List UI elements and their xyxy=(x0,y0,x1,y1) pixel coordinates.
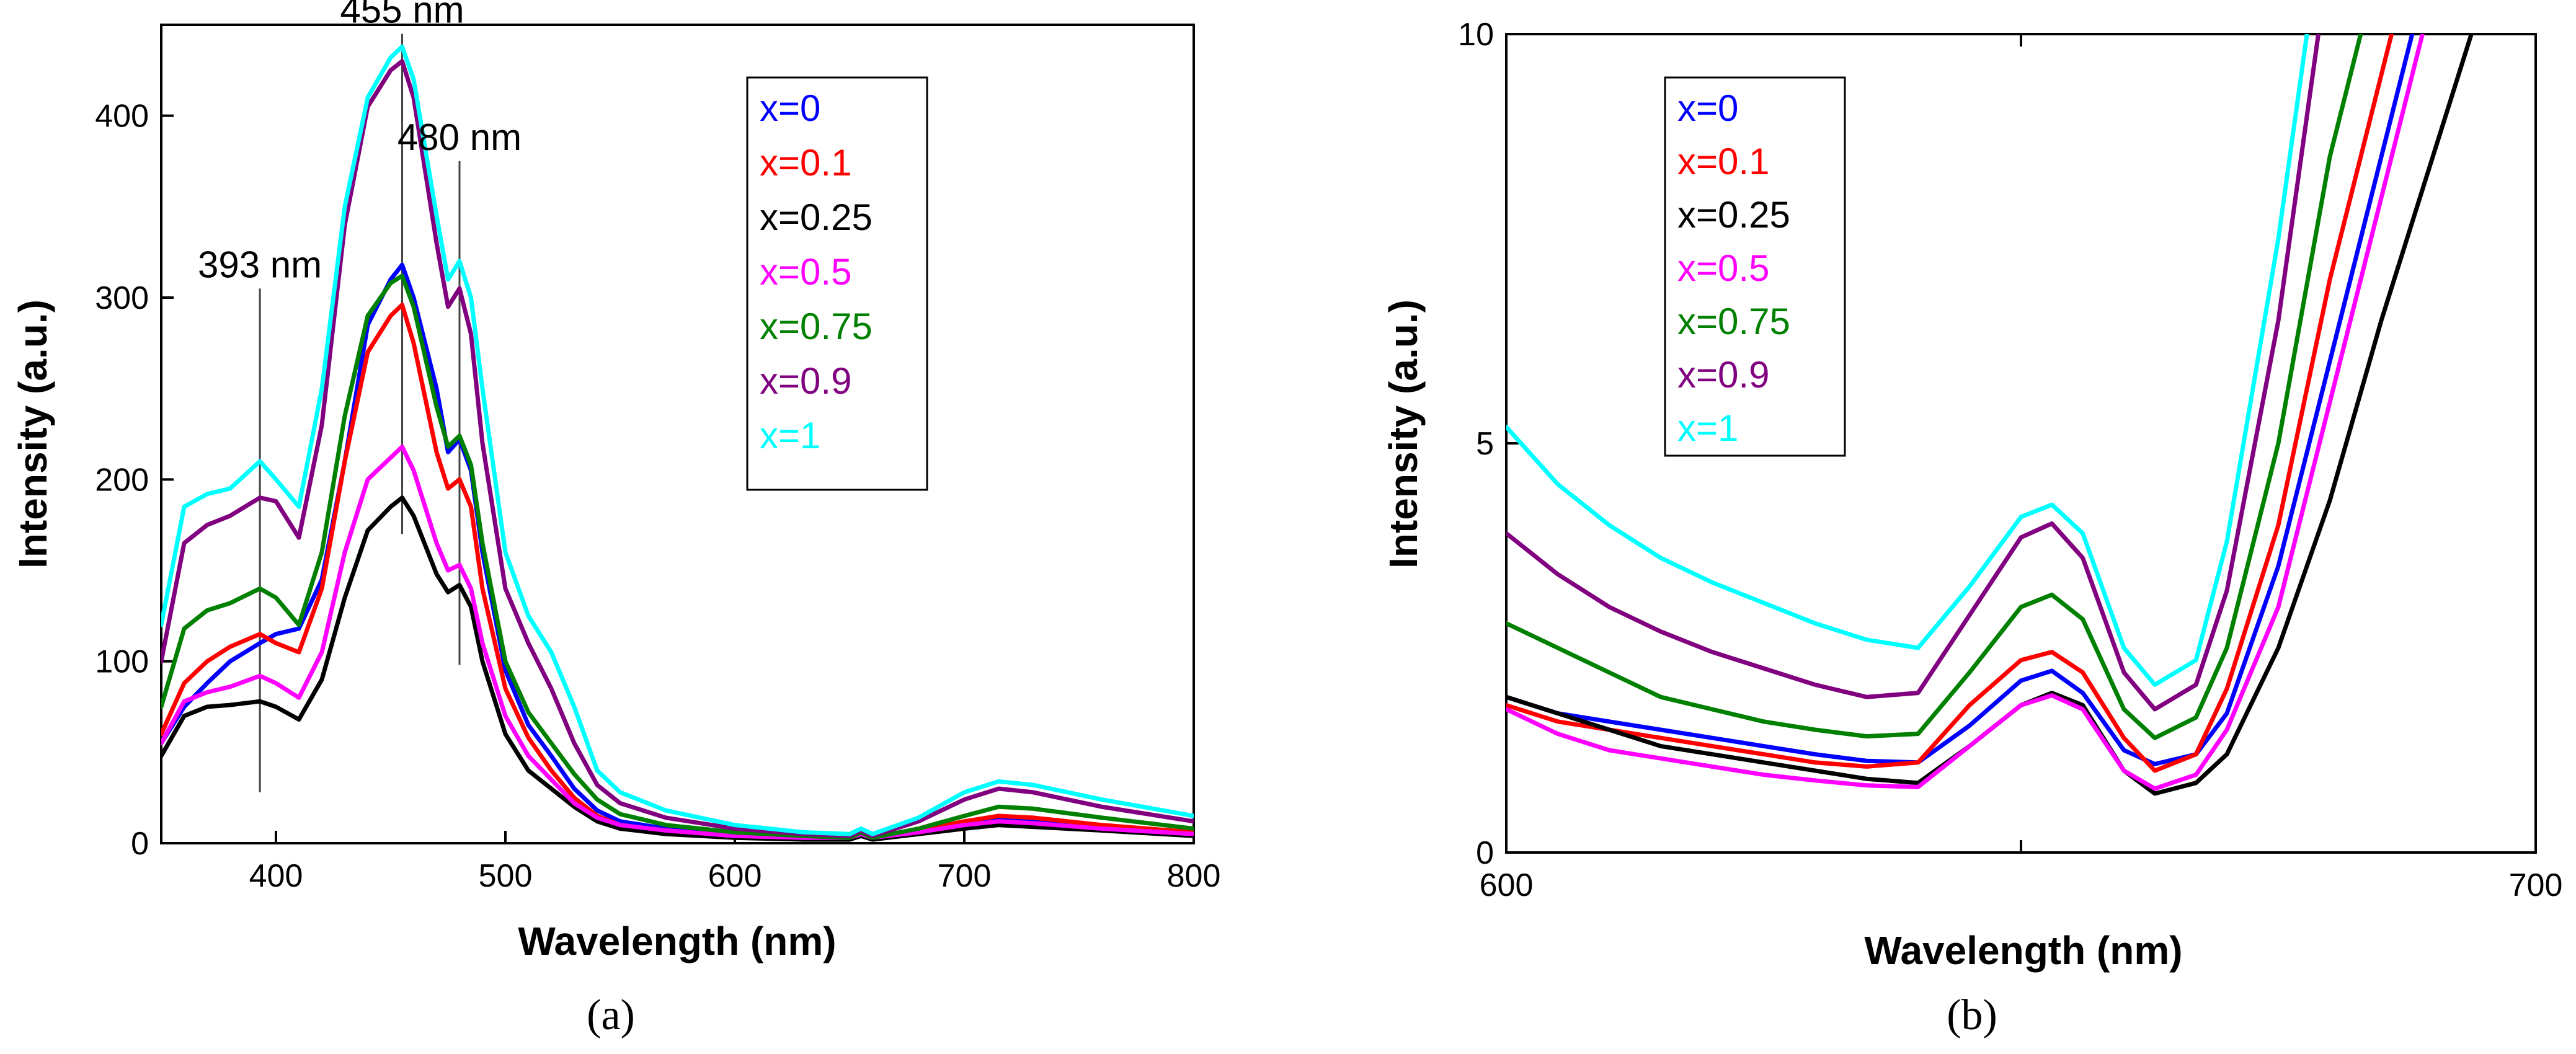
annotation-label: 393 nm xyxy=(198,244,322,285)
x-tick-label: 800 xyxy=(1167,858,1221,894)
y-tick-label: 300 xyxy=(95,280,149,316)
chart-b-legend: x=0 x=0.1 x=0.25 x=0.5 x=0.75 x=0.9 x=1 xyxy=(1677,87,1790,449)
series-line-x=0.5 xyxy=(1506,34,2425,791)
legend-entry: x=0.5 xyxy=(760,251,851,293)
chart-b-y-axis-title: Intensity (a.u.) xyxy=(1381,299,1426,569)
chart-a: 0 100 200 300 400 400 500 600 700 800 393 nm 455 … xyxy=(11,0,1220,1039)
legend-entry: x=0.9 xyxy=(760,360,851,402)
annotation-label: 480 nm xyxy=(398,117,522,158)
legend-entry: x=0.1 xyxy=(760,142,851,184)
series-line-x=0.25 xyxy=(1506,34,2474,796)
chart-a-x-ticks: 400 500 600 700 800 xyxy=(249,831,1221,894)
legend-entry: x=0.75 xyxy=(760,306,873,347)
series-line-x=0.75 xyxy=(161,273,1194,840)
y-tick-label: 400 xyxy=(95,99,149,135)
y-tick-label: 0 xyxy=(1476,835,1494,871)
legend-entry: x=0 xyxy=(1677,87,1738,129)
legend-entry: x=0.25 xyxy=(760,197,873,238)
chart-b-series-lines xyxy=(1506,34,2474,796)
y-tick-label: 200 xyxy=(95,462,149,498)
legend-entry: x=0.75 xyxy=(1677,301,1790,342)
chart-a-legend: x=0 x=0.1 x=0.25 x=0.5 x=0.75 x=0.9 x=1 xyxy=(760,87,873,456)
legend-entry: x=1 xyxy=(760,415,820,456)
series-line-x=1 xyxy=(161,44,1194,836)
chart-a-y-axis-title: Intensity (a.u.) xyxy=(11,299,55,569)
x-tick-label: 700 xyxy=(2509,867,2563,903)
x-tick-label: 400 xyxy=(249,858,303,894)
series-line-x=1 xyxy=(1506,34,2309,687)
chart-a-legend-box xyxy=(746,76,928,491)
chart-a-frame xyxy=(160,24,1195,844)
chart-a-annotation-labels: 393 nm 455 nm 480 nm xyxy=(198,0,522,285)
series-line-x=0.9 xyxy=(1506,34,2321,712)
y-tick-label: 5 xyxy=(1476,426,1494,462)
chart-a-series-lines xyxy=(161,44,1194,842)
legend-entry: x=0.1 xyxy=(1677,141,1769,182)
series-line-x=0 xyxy=(1506,34,2415,766)
series-line-x=0 xyxy=(161,262,1194,840)
x-tick-label: 600 xyxy=(708,858,762,894)
x-tick-label: 600 xyxy=(1480,867,1534,903)
chart-a-y-ticks: 0 100 200 300 400 xyxy=(95,99,174,862)
chart-b-panel-label: (b) xyxy=(1947,991,1997,1039)
legend-entry: x=0.5 xyxy=(1677,247,1769,289)
chart-b-legend-box xyxy=(1664,76,1846,457)
series-line-x=0.75 xyxy=(1506,34,2363,740)
y-tick-label: 100 xyxy=(95,644,149,680)
legend-entry: x=0 xyxy=(760,87,820,129)
legend-entry: x=0.9 xyxy=(1677,354,1769,396)
x-tick-label: 700 xyxy=(938,858,992,894)
x-tick-label: 500 xyxy=(479,858,533,894)
legend-entry: x=1 xyxy=(1677,407,1738,449)
chart-b-x-ticks: 600 700 xyxy=(1480,840,2563,903)
chart-b-y-ticks: 0 5 10 xyxy=(1458,17,1519,871)
chart-a-panel-label: (a) xyxy=(587,991,635,1039)
series-line-x=0.1 xyxy=(1506,34,2394,773)
y-tick-label: 0 xyxy=(131,826,149,862)
legend-entry: x=0.25 xyxy=(1677,194,1790,236)
chart-b-x-axis-title: Wavelength (nm) xyxy=(1864,928,2182,973)
annotation-label: 455 nm xyxy=(340,0,464,31)
y-tick-label: 10 xyxy=(1458,17,1494,53)
chart-a-x-axis-title: Wavelength (nm) xyxy=(518,919,836,963)
series-line-x=0.9 xyxy=(161,59,1194,838)
series-line-x=0.5 xyxy=(161,445,1194,840)
